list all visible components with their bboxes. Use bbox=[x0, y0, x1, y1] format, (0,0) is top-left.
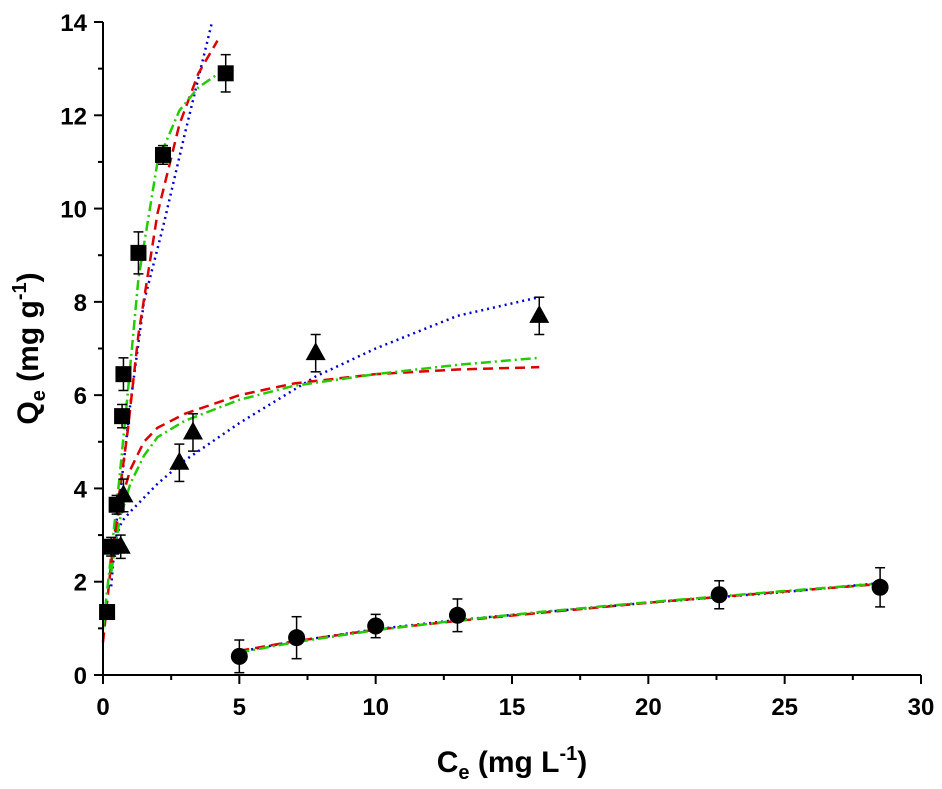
circle-marker bbox=[288, 629, 306, 647]
x-tick-label: 20 bbox=[635, 694, 662, 721]
x-axis-title-main: C bbox=[437, 746, 459, 779]
y-axis-title-sub: e bbox=[28, 390, 50, 401]
x-tick-label: 25 bbox=[771, 694, 798, 721]
circle-marker bbox=[710, 586, 728, 604]
y-tick-label: 2 bbox=[74, 570, 87, 597]
x-tick-label: 5 bbox=[233, 694, 246, 721]
x-ticks: 0 5 10 15 20 25 30 bbox=[96, 675, 934, 721]
x-axis-title-unit: (mg L bbox=[470, 746, 560, 779]
y-axis-title-main: Q bbox=[12, 401, 45, 424]
square-marker bbox=[115, 366, 132, 383]
square-marker bbox=[130, 244, 147, 261]
fit-curve bbox=[101, 67, 227, 629]
y-tick-label: 12 bbox=[60, 103, 87, 130]
fit-curve bbox=[239, 581, 881, 653]
x-tick-label: 30 bbox=[908, 694, 935, 721]
x-tick-label: 10 bbox=[362, 694, 389, 721]
fit-curve bbox=[239, 582, 881, 654]
y-axis-title-close: ) bbox=[12, 272, 45, 282]
x-axis-title-sub: e bbox=[458, 762, 469, 784]
fit-curve bbox=[239, 582, 881, 652]
circle-marker bbox=[367, 617, 385, 635]
triangle-marker bbox=[113, 484, 134, 503]
triangle-marker bbox=[529, 304, 550, 323]
x-axis-title-close: ) bbox=[577, 746, 587, 779]
axes: 0 5 10 15 20 25 30 0 2 4 6 8 10 12 14 bbox=[60, 10, 934, 721]
x-axis-title: Ce (mg L-1) bbox=[437, 743, 588, 784]
y-axis-title-unit: (mg g bbox=[12, 300, 45, 390]
y-tick-label: 14 bbox=[60, 10, 87, 37]
square-marker bbox=[217, 65, 234, 82]
x-axis-title-sup: -1 bbox=[560, 743, 578, 765]
circle-marker bbox=[230, 647, 248, 665]
square-marker bbox=[114, 408, 131, 425]
fit-curve bbox=[109, 295, 540, 555]
square-marker bbox=[154, 146, 171, 163]
fit-curves bbox=[101, 21, 881, 654]
triangle-marker bbox=[305, 342, 326, 361]
y-tick-label: 0 bbox=[74, 663, 87, 690]
y-tick-label: 6 bbox=[74, 383, 87, 410]
triangle-marker bbox=[169, 451, 190, 470]
y-tick-label: 10 bbox=[60, 197, 87, 224]
y-tick-label: 8 bbox=[74, 290, 87, 317]
x-tick-label: 15 bbox=[499, 694, 526, 721]
fit-curve bbox=[109, 365, 540, 564]
y-tick-label: 4 bbox=[74, 476, 88, 503]
y-ticks: 0 2 4 6 8 10 12 14 bbox=[60, 10, 103, 690]
y-axis-title: Qe (mg g-1) bbox=[9, 272, 50, 424]
fit-curve bbox=[109, 356, 540, 573]
triangle-marker bbox=[110, 535, 131, 554]
square-marker bbox=[99, 604, 116, 621]
x-tick-label: 0 bbox=[96, 694, 109, 721]
triangle-marker bbox=[182, 421, 203, 440]
data-points bbox=[99, 53, 889, 674]
circle-marker bbox=[871, 578, 889, 596]
circle-marker bbox=[448, 606, 466, 624]
y-axis-title-sup: -1 bbox=[9, 282, 31, 300]
